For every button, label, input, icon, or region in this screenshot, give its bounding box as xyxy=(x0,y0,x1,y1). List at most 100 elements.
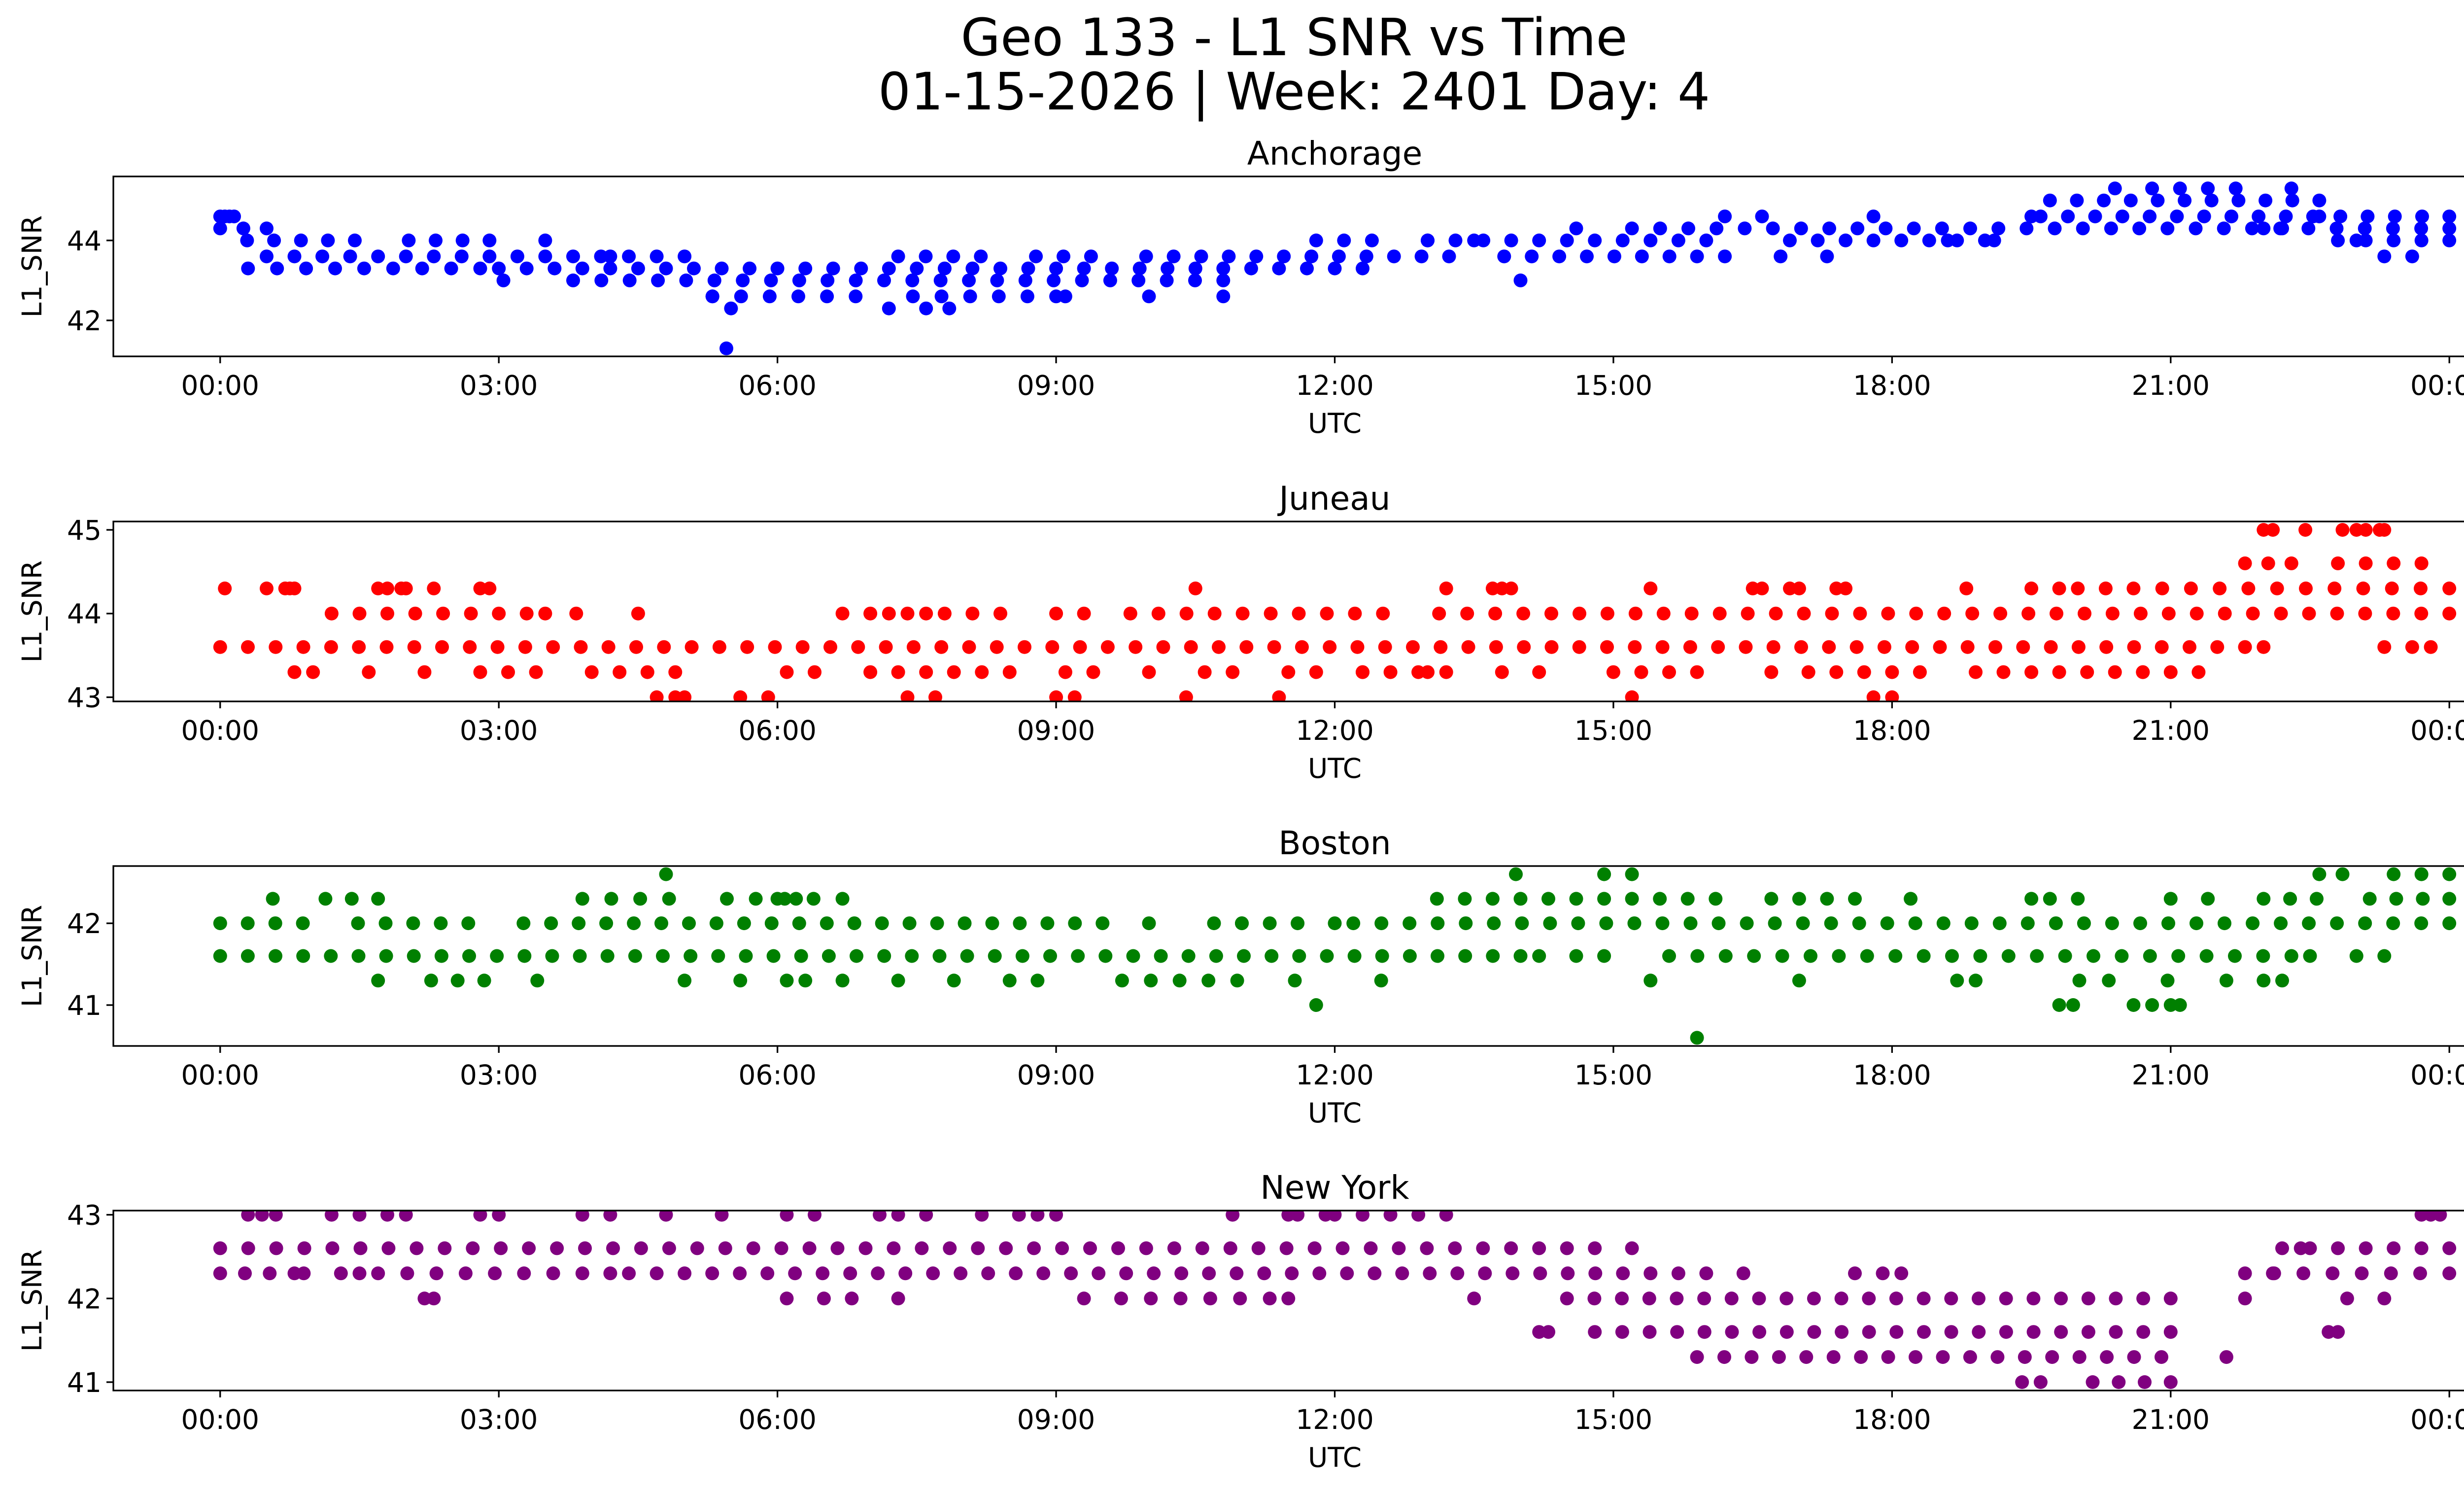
data-point xyxy=(1123,606,1137,621)
data-point xyxy=(2387,867,2401,881)
data-point xyxy=(2071,892,2085,906)
data-point xyxy=(1552,249,1567,264)
data-point xyxy=(427,581,441,595)
data-point xyxy=(1699,233,1713,247)
data-point xyxy=(1671,233,1685,247)
data-point xyxy=(891,665,905,679)
data-point xyxy=(2219,1350,2233,1364)
data-point xyxy=(2377,249,2392,264)
data-point xyxy=(294,233,308,247)
data-point xyxy=(845,1291,859,1306)
data-point xyxy=(2081,1291,2095,1306)
data-point xyxy=(1392,1241,1406,1255)
data-point xyxy=(1690,949,1705,963)
data-point xyxy=(1021,261,1035,276)
data-point xyxy=(2024,892,2039,906)
data-point xyxy=(572,916,586,931)
data-point xyxy=(2310,892,2324,906)
data-point xyxy=(1378,640,1392,654)
data-point xyxy=(351,949,366,963)
data-point xyxy=(2145,181,2159,196)
data-point xyxy=(2061,209,2075,224)
x-tick-label: 06:00 xyxy=(738,715,817,746)
data-point xyxy=(962,273,976,287)
data-point xyxy=(268,916,282,931)
data-point xyxy=(1783,233,1797,247)
x-axis-label: UTC xyxy=(1308,1442,1362,1473)
data-point xyxy=(657,640,671,654)
data-point xyxy=(517,949,532,963)
data-point xyxy=(843,1266,857,1281)
data-point xyxy=(2086,1375,2100,1389)
data-point xyxy=(2218,916,2231,931)
data-point xyxy=(1628,640,1642,654)
data-point xyxy=(2377,640,2392,654)
data-point xyxy=(1662,949,1676,963)
data-point xyxy=(1913,665,1927,679)
y-tick-label: 43 xyxy=(67,1199,102,1231)
data-point xyxy=(760,1266,775,1281)
data-point xyxy=(573,949,587,963)
data-point xyxy=(718,1241,732,1255)
data-point xyxy=(1073,640,1087,654)
data-point xyxy=(1599,916,1613,931)
data-point xyxy=(887,1241,901,1255)
data-point xyxy=(2266,523,2280,537)
data-point xyxy=(2416,892,2430,906)
data-point xyxy=(530,973,545,988)
data-point xyxy=(435,640,449,654)
data-point xyxy=(1458,949,1472,963)
data-point xyxy=(2020,916,2035,931)
data-point xyxy=(494,1241,508,1255)
data-point xyxy=(715,1211,729,1222)
data-point xyxy=(1717,1350,1731,1364)
data-point xyxy=(1532,949,1546,963)
data-point xyxy=(1879,221,1893,236)
data-point xyxy=(2161,606,2176,621)
data-point xyxy=(2256,949,2270,963)
data-point xyxy=(1098,949,1113,963)
data-point xyxy=(1173,1291,1188,1306)
x-tick-label: 18:00 xyxy=(1853,1404,1931,1435)
data-point xyxy=(858,1241,873,1255)
data-point xyxy=(705,1266,719,1281)
data-point xyxy=(436,606,450,621)
data-point xyxy=(379,640,394,654)
data-point xyxy=(2049,916,2063,931)
data-point xyxy=(2136,665,2150,679)
subplot-juneau: Juneau 00:00 03:00 06:00 09:00 12:00 15:00 18:0… xyxy=(16,480,2464,784)
x-tick-label: 03:00 xyxy=(460,370,538,401)
data-point xyxy=(1291,1211,1305,1222)
data-point xyxy=(975,665,989,679)
data-point xyxy=(574,640,588,654)
data-point xyxy=(1625,690,1639,701)
data-point xyxy=(985,916,999,931)
data-point xyxy=(1013,916,1027,931)
data-point xyxy=(2043,193,2057,208)
series-juneau xyxy=(213,523,2457,701)
data-point xyxy=(1908,916,1922,931)
data-point xyxy=(2359,523,2373,537)
data-point xyxy=(2015,1375,2029,1389)
data-point xyxy=(1628,606,1643,621)
data-point xyxy=(650,1266,664,1281)
data-point xyxy=(2362,892,2377,906)
data-point xyxy=(2424,640,2438,654)
data-point xyxy=(417,665,432,679)
data-point xyxy=(2105,606,2120,621)
data-point xyxy=(965,261,980,276)
data-point xyxy=(835,606,850,621)
data-point xyxy=(659,867,673,881)
data-point xyxy=(1045,640,1060,654)
data-point xyxy=(1653,221,1667,236)
data-point xyxy=(1002,665,1017,679)
data-point xyxy=(1029,249,1043,264)
data-point xyxy=(1625,892,1639,906)
data-point xyxy=(879,640,893,654)
data-point xyxy=(2136,1325,2151,1339)
data-point xyxy=(1780,1291,1794,1306)
data-point xyxy=(2241,581,2256,595)
data-point xyxy=(891,1211,905,1222)
data-point xyxy=(2210,640,2224,654)
data-point xyxy=(529,665,543,679)
